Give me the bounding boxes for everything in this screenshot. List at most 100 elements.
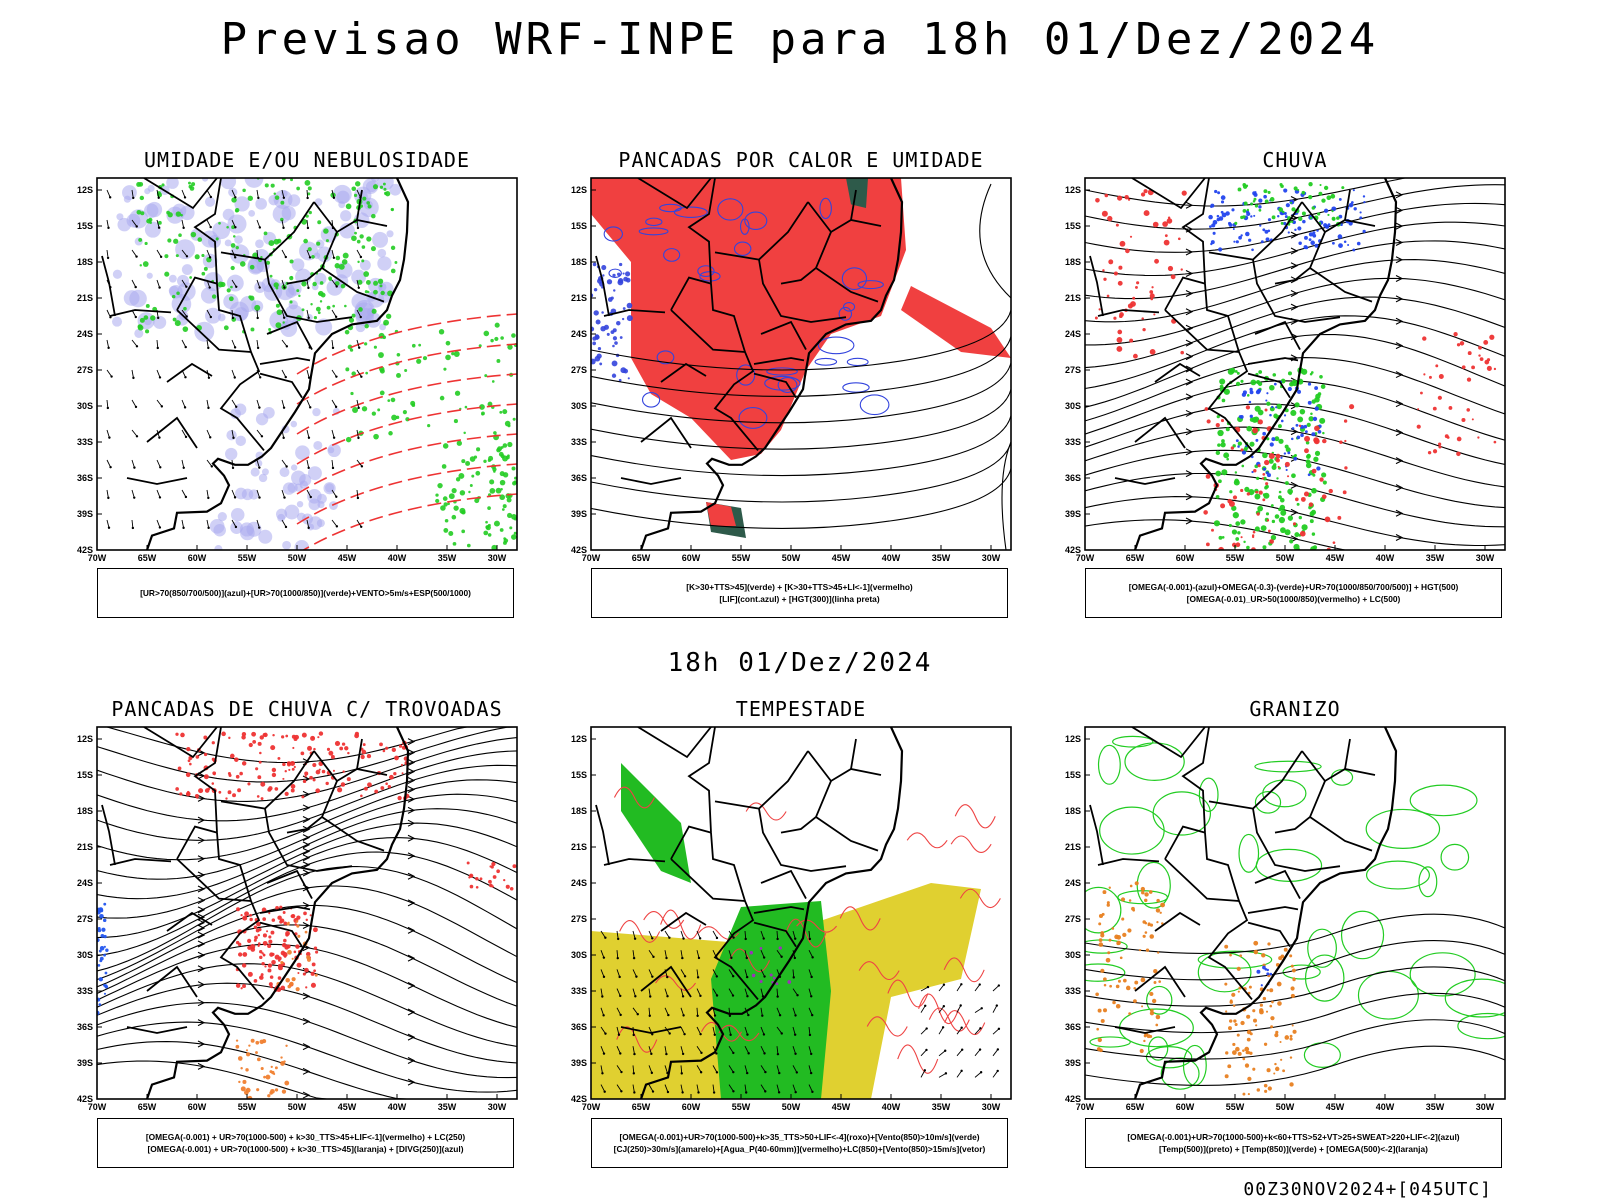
divergence-area-blue xyxy=(104,971,108,975)
wind-arrow-head xyxy=(960,983,963,986)
latitude-label: 42S xyxy=(77,545,93,555)
rain-area-blue xyxy=(1302,219,1306,224)
blue-humidity-area xyxy=(312,407,321,417)
panel-title: GRANIZO xyxy=(1249,697,1341,721)
wind-arrow-head xyxy=(960,1069,963,1073)
wind-arrow-head xyxy=(715,994,719,997)
streamline-arrow xyxy=(407,834,416,842)
green-humidity-area xyxy=(248,295,252,299)
green-humidity-area xyxy=(201,253,205,258)
thunderstorm-area-red xyxy=(255,767,259,771)
wind-vector xyxy=(744,1065,748,1074)
height-contour xyxy=(1001,441,1011,550)
wind-vector xyxy=(808,1007,813,1016)
wind-vector xyxy=(356,339,360,348)
omega-area-orange xyxy=(1096,1027,1099,1031)
rain-area-green xyxy=(1319,183,1322,187)
green-humidity-area xyxy=(365,371,369,375)
rain-area-blue xyxy=(1348,202,1354,208)
thunderstorm-area-red xyxy=(204,788,210,793)
rain-area-green xyxy=(1305,459,1311,464)
wind-vector xyxy=(356,219,359,228)
wind-arrow-head xyxy=(681,956,684,960)
rain-area-red xyxy=(1304,448,1309,454)
omega-area-orange xyxy=(1263,1083,1268,1088)
streamline-850 xyxy=(785,918,827,948)
lifted-index-contour xyxy=(841,267,868,290)
streamline-arrow xyxy=(197,965,206,973)
omega-area-orange xyxy=(1107,951,1111,955)
green-humidity-area xyxy=(379,368,385,374)
rain-area-blue xyxy=(1217,191,1221,195)
lifted-index-contour xyxy=(614,341,618,345)
thunderstorm-area-red xyxy=(391,747,396,752)
wind-arrow-head xyxy=(158,436,161,439)
wind-arrow-head xyxy=(284,375,287,379)
green-humidity-area xyxy=(270,183,275,188)
wind-arrow-head xyxy=(776,995,779,998)
wind-arrow-head xyxy=(620,1070,623,1074)
lifted-index-contour xyxy=(625,271,631,277)
omega-area-orange xyxy=(1246,1014,1251,1019)
green-humidity-area xyxy=(487,533,492,537)
thunderstorm-area-orange xyxy=(295,987,300,992)
omega-area-orange xyxy=(1145,948,1150,952)
political-border xyxy=(670,858,746,902)
rain-area-green xyxy=(1297,188,1300,192)
political-border xyxy=(176,825,218,860)
wind-arrow-head xyxy=(282,406,286,409)
rain-area-blue xyxy=(1337,234,1343,239)
lifted-index-contour xyxy=(659,203,682,213)
rain-area-green xyxy=(1257,505,1264,512)
green-humidity-area xyxy=(445,340,451,346)
wind-vector xyxy=(632,1084,635,1093)
streamline-arrow xyxy=(1395,191,1404,199)
wind-vector xyxy=(680,950,683,959)
streamline xyxy=(97,727,517,783)
latitude-label: 15S xyxy=(77,770,93,780)
streamline-arrow xyxy=(1395,533,1404,541)
thunderstorm-area-red xyxy=(305,918,308,922)
omega-area-orange xyxy=(1292,1029,1297,1034)
green-humidity-area xyxy=(191,182,196,187)
rain-area-red xyxy=(1256,512,1260,516)
wind-vector xyxy=(256,249,259,259)
green-humidity-area xyxy=(226,226,229,229)
thunderstorm-area-red xyxy=(393,772,397,776)
wind-arrow-head xyxy=(777,1091,781,1094)
wind-arrow-head xyxy=(944,1049,947,1052)
rain-area-blue xyxy=(1291,427,1295,430)
rain-area-blue xyxy=(1271,405,1274,409)
legend-line: [K>30+TTS>45](verde) + [K>30+TTS>45+LI<-… xyxy=(686,582,913,592)
green-humidity-area xyxy=(444,518,449,523)
latitude-label: 39S xyxy=(571,1058,587,1068)
political-border xyxy=(807,750,882,783)
rain-area-red xyxy=(1438,373,1444,379)
wind-vector xyxy=(231,399,237,408)
omega-area-orange xyxy=(1149,1035,1153,1038)
rain-area-blue xyxy=(1307,473,1311,477)
wind-vector xyxy=(938,1005,945,1013)
omega-area-orange xyxy=(1108,886,1111,889)
wind-vector xyxy=(106,429,110,438)
rain-area-red xyxy=(1117,195,1123,201)
wind-vector xyxy=(231,369,236,378)
rain-area-red xyxy=(1311,468,1317,474)
wind-arrow-head xyxy=(307,316,310,320)
wind-vector xyxy=(156,339,159,349)
political-border xyxy=(101,255,116,317)
green-humidity-area xyxy=(140,211,145,216)
green-humidity-area xyxy=(249,264,255,270)
rain-area-red xyxy=(1143,189,1148,194)
wind-arrow-head xyxy=(282,196,286,199)
thunderstorm-area-red xyxy=(330,755,335,759)
omega-area-orange xyxy=(1247,1093,1250,1096)
omega-area-orange xyxy=(1144,892,1149,897)
rain-area-green xyxy=(1225,427,1230,432)
longitude-label: 30W xyxy=(982,1102,1001,1112)
streamline xyxy=(1085,202,1505,253)
streamline-arrow xyxy=(1290,481,1299,489)
wind-arrow-head xyxy=(184,495,188,499)
streamline-arrow xyxy=(1290,247,1299,255)
green-humidity-area xyxy=(361,245,366,249)
